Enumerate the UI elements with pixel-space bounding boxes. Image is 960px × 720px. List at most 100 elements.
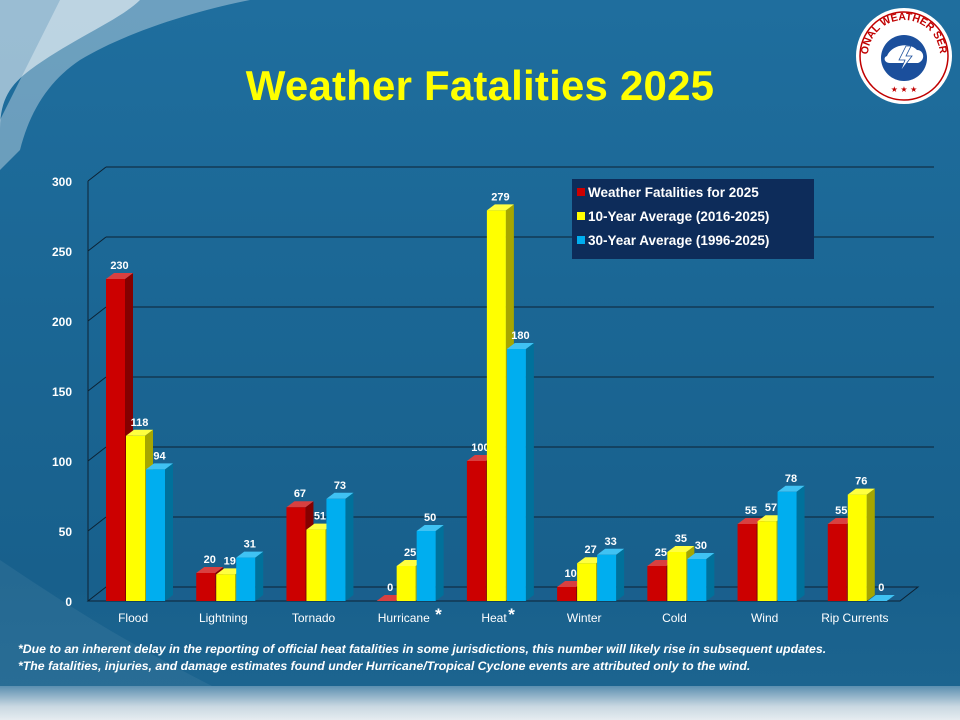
gridline-depth [87,166,107,182]
bar-side [345,492,354,601]
bottom-band [0,686,960,720]
bar-front [326,498,346,601]
x-tick-label: Tornado [292,611,336,625]
x-tick-label: Heat [481,611,507,625]
bar-top [506,343,534,349]
bar-top [236,551,264,558]
slide-title: Weather Fatalities 2025 [245,62,715,109]
footnotes: *Due to an inherent delay in the reporti… [18,641,948,675]
x-tick-label: Cold [662,611,687,625]
data-label: 0 [387,582,393,594]
bar-front [466,461,486,601]
bar-front [486,210,506,601]
bar-side [435,525,444,601]
data-label: 20 [204,554,216,566]
data-label: 0 [878,582,884,594]
data-label: 76 [855,476,867,488]
bar-side [866,488,875,601]
data-label: 67 [294,488,306,500]
bar-front [236,557,256,601]
bar-front [777,491,797,601]
bar-front [106,279,125,601]
bar-hurricane-series-2 [416,525,444,601]
data-label: 279 [491,191,509,203]
footnote-heat: *Due to an inherent delay in the reporti… [18,642,827,656]
gridline-depth [87,516,107,532]
bar-front [737,524,757,601]
legend-item-2025: Weather Fatalities for 2025 [572,181,814,203]
footnote-hurricane: *The fatalities, injuries, and damage es… [18,659,751,673]
bar-top [667,546,695,552]
x-tick-label: Wind [751,611,778,625]
bar-front [306,529,326,601]
bar-top [777,485,805,492]
bar-lightning-series-2 [236,551,264,601]
data-label: 51 [314,511,326,523]
x-tick-label: Lightning [199,611,248,625]
bar-front [667,552,687,601]
data-label: 180 [511,330,529,342]
bar-front [396,566,416,601]
bar-heat-series-2 [506,343,534,601]
y-tick-label: 50 [59,525,73,539]
bar-front [216,574,236,601]
legend-label-30yr: 30-Year Average (1996-2025) [588,232,770,248]
bar-top [597,548,625,555]
bar-top [146,463,173,470]
bar-wind-series-2 [777,485,805,601]
data-label: 55 [835,505,847,517]
bar-top [196,567,224,573]
bar-front [126,435,145,601]
data-label: 25 [655,547,667,559]
bar-winter-series-2 [597,548,625,601]
legend-swatch-10yr [577,212,585,220]
bar-front [557,587,577,601]
data-label: 100 [471,442,489,454]
nws-logo: NATIONAL WEATHER SERVICE ★ ★ ★ [854,6,952,104]
gridline-depth [87,446,107,462]
gridline-depth [87,236,107,252]
bar-tornado-series-2 [326,492,354,601]
data-label: 35 [675,533,687,545]
y-tick-label: 200 [52,315,72,329]
svg-text:★ ★ ★: ★ ★ ★ [891,85,918,94]
bar-front [757,521,777,601]
bar-top [486,204,514,211]
bar-front [847,494,867,601]
x-tick-label: Hurricane [378,611,430,625]
data-label: 118 [131,417,149,429]
bar-side [525,343,534,601]
y-tick-label: 300 [52,175,72,189]
legend-item-30yr: 30-Year Average (1996-2025) [572,229,814,251]
bar-top [106,273,133,279]
x-tick-label: Winter [567,611,602,625]
y-tick-label: 150 [52,385,72,399]
data-label: 19 [224,555,236,567]
bar-front [597,554,617,601]
gridline-depth [87,306,107,322]
bar-top [687,553,715,559]
data-label: 10 [564,568,576,580]
y-tick-label: 0 [65,595,72,609]
bar-side [165,463,173,601]
bar-side [616,548,625,601]
bar-flood-series-2 [146,463,173,601]
bar-front [687,559,707,601]
data-label: 27 [584,544,596,556]
data-label: 94 [153,450,166,462]
bar-top [867,595,895,601]
data-label: 78 [785,473,797,485]
legend-swatch-2025 [577,188,585,196]
bar-side [255,551,264,601]
data-label: 33 [604,536,616,548]
data-label: 30 [695,540,707,552]
y-tick-label: 250 [52,245,72,259]
bar-top [286,501,314,508]
bar-front [506,349,526,601]
data-label: 55 [745,505,757,517]
x-tick-label: Rip Currents [821,611,888,625]
bar-rip-currents-series-2 [867,595,895,601]
